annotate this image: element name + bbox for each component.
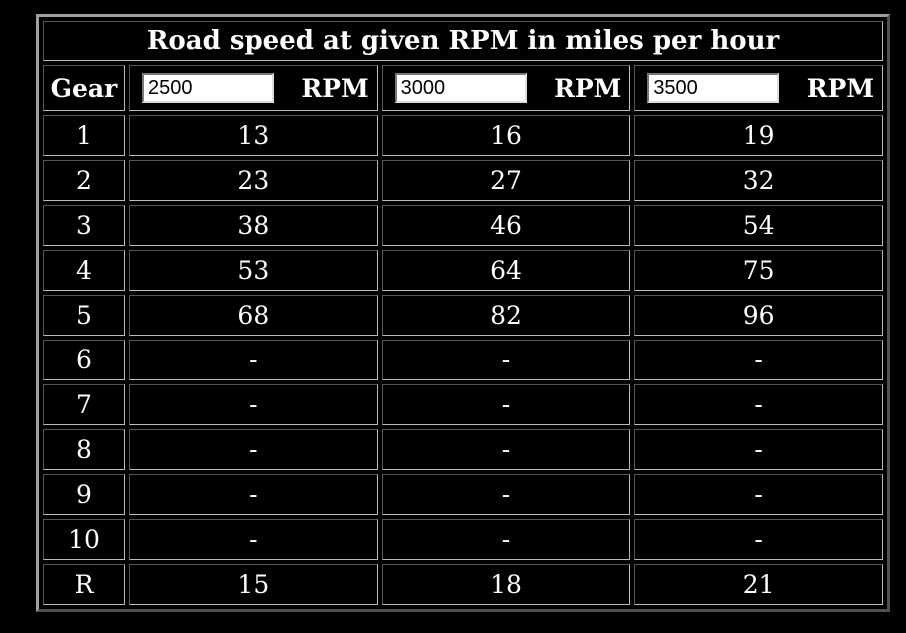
table-body: Road speed at given RPM in miles per hou… bbox=[43, 21, 883, 605]
rpm-header-box: RPM bbox=[635, 73, 882, 103]
gear-cell: 3 bbox=[43, 204, 125, 246]
table-title: Road speed at given RPM in miles per hou… bbox=[43, 21, 883, 61]
speed-cell: 96 bbox=[634, 294, 883, 336]
speed-cell: - bbox=[129, 384, 378, 426]
speed-cell: - bbox=[634, 384, 883, 426]
speed-cell: 16 bbox=[381, 115, 631, 156]
speed-cell: - bbox=[129, 429, 378, 471]
rpm-unit: RPM bbox=[554, 73, 622, 103]
data-row: 9--- bbox=[43, 474, 883, 516]
rpm-header-box: RPM bbox=[383, 73, 630, 103]
gear-cell: 9 bbox=[43, 474, 125, 516]
speed-cell: - bbox=[381, 519, 631, 561]
gear-cell: 10 bbox=[43, 519, 125, 561]
rpm-header: RPM bbox=[129, 65, 378, 111]
speed-cell: 75 bbox=[634, 249, 883, 291]
speed-cell: - bbox=[634, 519, 883, 561]
gear-cell: 5 bbox=[43, 294, 125, 336]
data-row: 6--- bbox=[43, 339, 883, 381]
speed-cell: 54 bbox=[634, 204, 883, 246]
speed-cell: 32 bbox=[634, 159, 883, 201]
speed-cell: - bbox=[634, 339, 883, 381]
gear-cell: 7 bbox=[43, 384, 125, 426]
speed-cell: 82 bbox=[381, 294, 631, 336]
title-row: Road speed at given RPM in miles per hou… bbox=[43, 21, 883, 61]
speed-cell: 38 bbox=[129, 204, 378, 246]
gear-header: Gear bbox=[43, 65, 125, 111]
speed-cell: 53 bbox=[129, 249, 378, 291]
speed-cell: - bbox=[129, 339, 378, 381]
speed-cell: 64 bbox=[381, 249, 631, 291]
speed-cell: 21 bbox=[634, 564, 883, 605]
rpm-header-box: RPM bbox=[130, 73, 377, 103]
data-row: 8--- bbox=[43, 429, 883, 471]
data-row: R 15 18 21 bbox=[43, 564, 883, 605]
header-row: Gear RPM RPM RPM bbox=[43, 65, 883, 111]
speed-cell: - bbox=[634, 429, 883, 471]
rpm-input[interactable] bbox=[647, 73, 780, 103]
speed-cell: 15 bbox=[129, 564, 378, 605]
speed-cell: - bbox=[381, 339, 631, 381]
data-row: 10- - - bbox=[43, 519, 883, 561]
speed-cell: 18 bbox=[381, 564, 631, 605]
speed-cell: - bbox=[129, 474, 378, 516]
rpm-input[interactable] bbox=[142, 73, 274, 103]
data-row: 2 23 27 32 bbox=[43, 159, 883, 201]
speed-table: Road speed at given RPM in miles per hou… bbox=[39, 17, 887, 609]
rpm-unit: RPM bbox=[301, 73, 369, 103]
speed-cell: - bbox=[634, 474, 883, 516]
data-row: 3 38 46 54 bbox=[43, 204, 883, 246]
gear-cell: 6 bbox=[43, 339, 125, 381]
rpm-input[interactable] bbox=[394, 73, 527, 103]
data-row: 7--- bbox=[43, 384, 883, 426]
speed-cell: - bbox=[381, 384, 631, 426]
gear-cell: R bbox=[43, 564, 125, 605]
data-row: 4 53 64 75 bbox=[43, 249, 883, 291]
gear-cell: 1 bbox=[43, 115, 125, 156]
speed-cell: - bbox=[129, 519, 378, 561]
speed-cell: 46 bbox=[381, 204, 631, 246]
data-row: 1 13 16 19 bbox=[43, 115, 883, 156]
rpm-header: RPM bbox=[634, 65, 883, 111]
speed-cell: 68 bbox=[129, 294, 378, 336]
gear-cell: 2 bbox=[43, 159, 125, 201]
speed-cell: 27 bbox=[381, 159, 631, 201]
speed-cell: 19 bbox=[634, 115, 883, 156]
gear-cell: 8 bbox=[43, 429, 125, 471]
rpm-unit: RPM bbox=[806, 73, 874, 103]
speed-cell: - bbox=[381, 474, 631, 516]
speed-cell: - bbox=[381, 429, 631, 471]
gear-cell: 4 bbox=[43, 249, 125, 291]
data-row: 5 68 82 96 bbox=[43, 294, 883, 336]
speed-cell: 23 bbox=[129, 159, 378, 201]
speed-cell: 13 bbox=[129, 115, 378, 156]
speed-table-frame: Road speed at given RPM in miles per hou… bbox=[36, 14, 890, 612]
rpm-header: RPM bbox=[381, 65, 631, 111]
